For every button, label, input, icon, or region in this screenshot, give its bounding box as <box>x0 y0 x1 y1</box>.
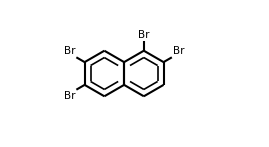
Text: Br: Br <box>64 46 75 56</box>
Text: Br: Br <box>173 46 185 56</box>
Text: Br: Br <box>138 30 150 40</box>
Text: Br: Br <box>64 91 75 101</box>
